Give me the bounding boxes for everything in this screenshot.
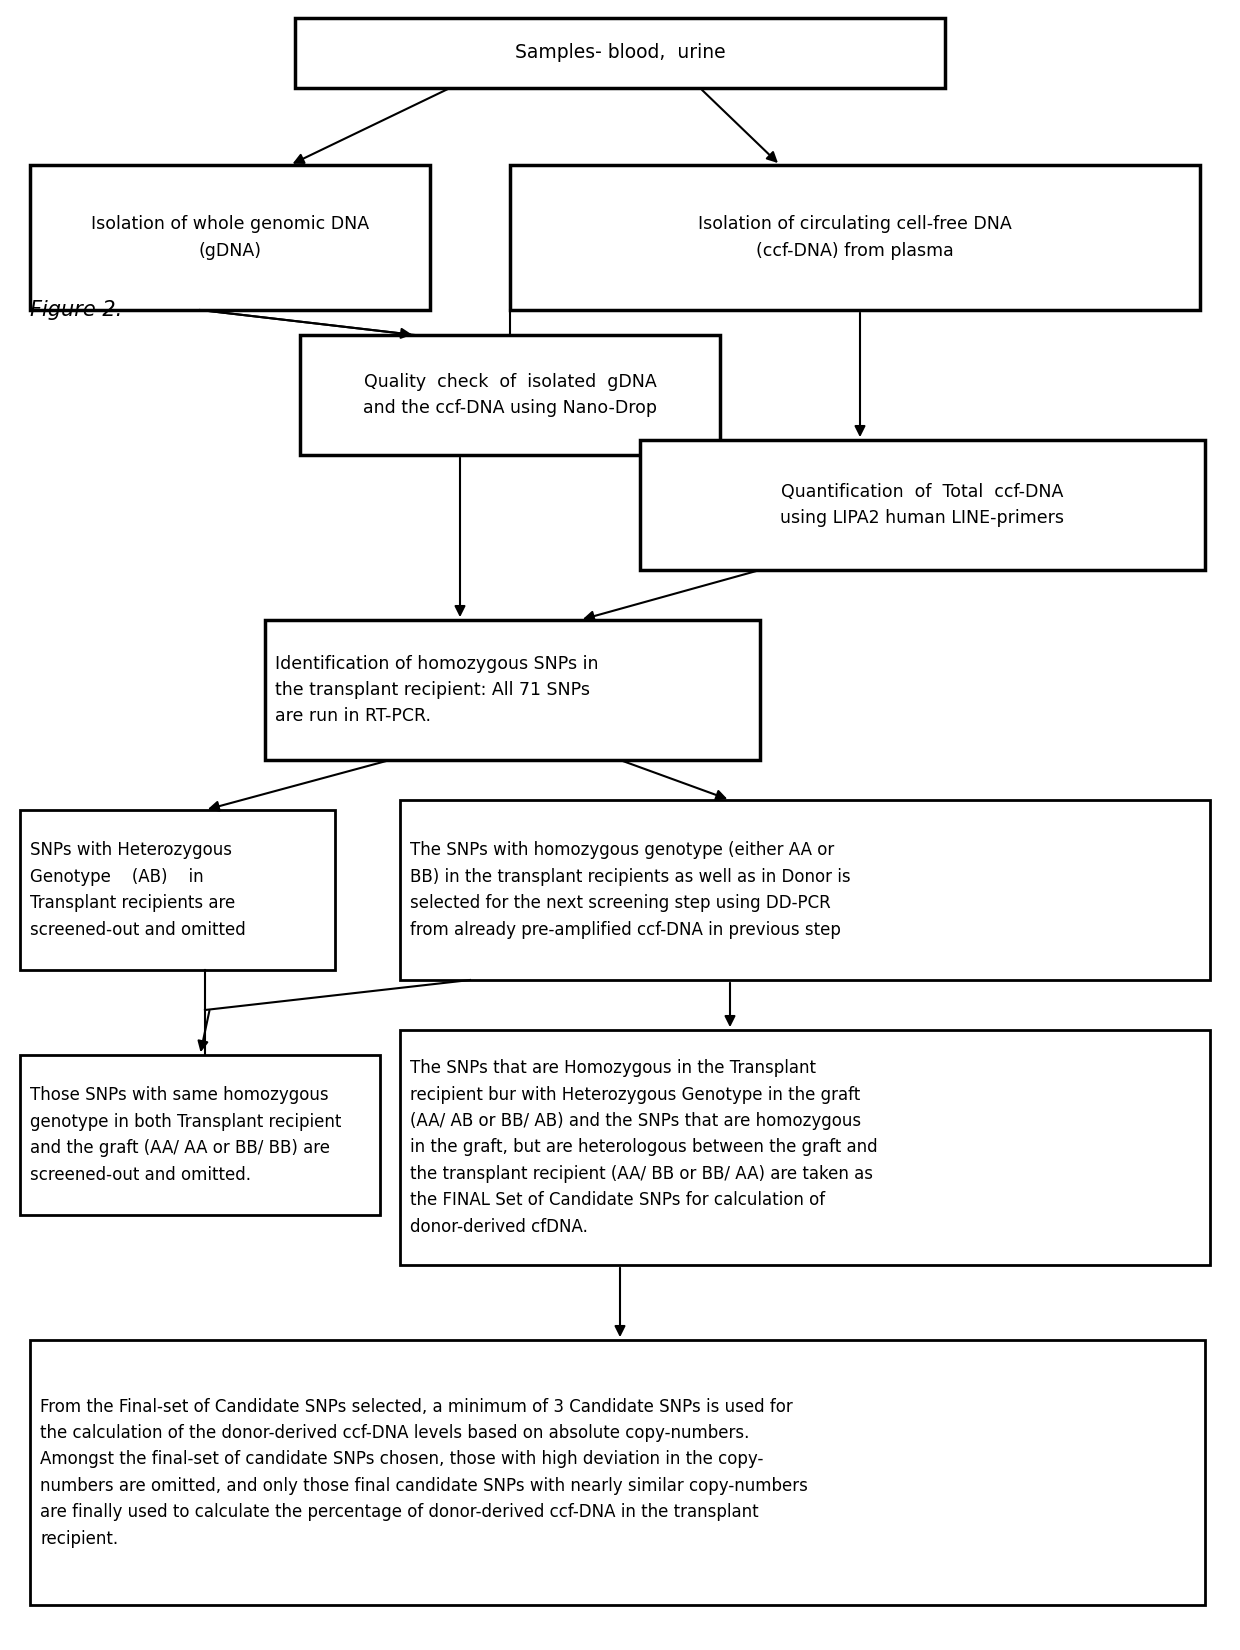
Text: Samples- blood,  urine: Samples- blood, urine: [515, 43, 725, 63]
Bar: [265, 620, 760, 761]
Bar: [510, 165, 1200, 310]
Text: Figure 2.: Figure 2.: [30, 300, 123, 320]
Bar: [30, 165, 430, 310]
Text: Quality  check  of  isolated  gDNA
and the ccf-DNA using Nano-Drop: Quality check of isolated gDNA and the c…: [363, 373, 657, 417]
Text: Isolation of whole genomic DNA
(gDNA): Isolation of whole genomic DNA (gDNA): [91, 214, 370, 259]
Text: Those SNPs with same homozygous
genotype in both Transplant recipient
and the gr: Those SNPs with same homozygous genotype…: [30, 1086, 341, 1183]
Bar: [300, 335, 720, 455]
Bar: [20, 810, 335, 970]
Text: SNPs with Heterozygous
Genotype    (AB)    in
Transplant recipients are
screened: SNPs with Heterozygous Genotype (AB) in …: [30, 842, 246, 939]
Bar: [20, 1054, 379, 1214]
Bar: [30, 1340, 1205, 1605]
Text: Identification of homozygous SNPs in
the transplant recipient: All 71 SNPs
are r: Identification of homozygous SNPs in the…: [275, 655, 599, 726]
Bar: [401, 800, 1210, 980]
Text: Quantification  of  Total  ccf-DNA
using LIPA2 human LINE-primers: Quantification of Total ccf-DNA using LI…: [780, 483, 1064, 528]
Text: From the Final-set of Candidate SNPs selected, a minimum of 3 Candidate SNPs is : From the Final-set of Candidate SNPs sel…: [40, 1398, 808, 1548]
Bar: [295, 18, 945, 87]
Text: The SNPs that are Homozygous in the Transplant
recipient bur with Heterozygous G: The SNPs that are Homozygous in the Tran…: [410, 1059, 878, 1236]
Text: The SNPs with homozygous genotype (either AA or
BB) in the transplant recipients: The SNPs with homozygous genotype (eithe…: [410, 842, 851, 939]
Bar: [640, 441, 1205, 569]
Bar: [401, 1030, 1210, 1266]
Text: Isolation of circulating cell-free DNA
(ccf-DNA) from plasma: Isolation of circulating cell-free DNA (…: [698, 214, 1012, 259]
